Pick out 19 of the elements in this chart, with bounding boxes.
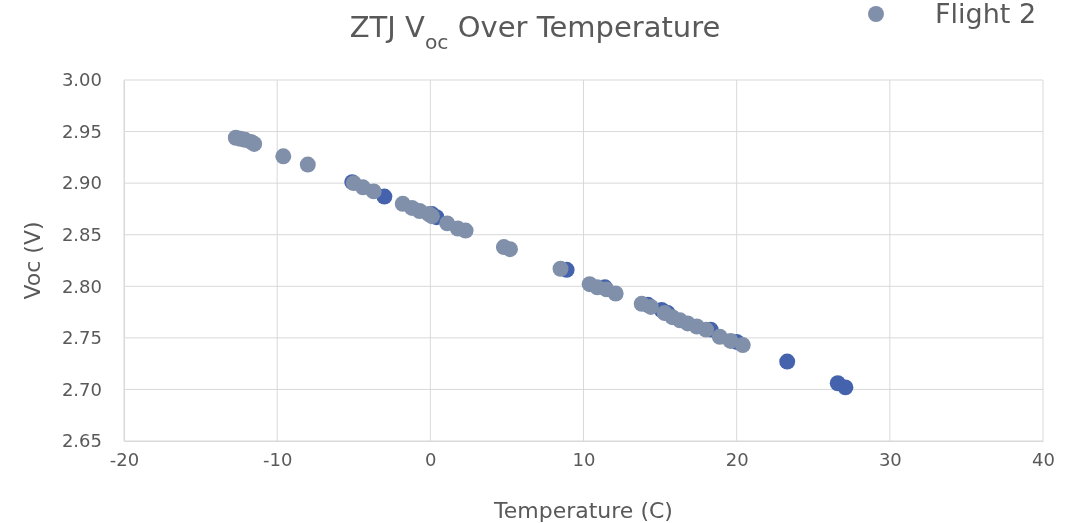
y-tick-label: 2.80 <box>61 275 102 297</box>
x-tick-label: -20 <box>109 448 140 470</box>
chart-title: ZTJ V$_{oc}$ Over Temperature <box>349 10 721 54</box>
x-tick-label: 10 <box>572 448 596 470</box>
x-axis-title: Temperature (C) <box>493 498 673 523</box>
y-tick-label: 2.95 <box>61 120 102 142</box>
x-tick-label: 40 <box>1032 448 1055 470</box>
y-tick-label: 3.00 <box>61 69 102 91</box>
legend-label: Flight 2 <box>935 0 1037 29</box>
x-tick-label: 0 <box>425 448 437 470</box>
y-tick-label: 2.85 <box>61 223 102 245</box>
y-tick-label: 2.70 <box>61 378 102 400</box>
y-tick-label: 2.65 <box>61 430 102 452</box>
y-tick-label: 2.75 <box>61 327 102 349</box>
y-tick-label: 2.90 <box>61 172 102 194</box>
y-axis-title: Voc (V) <box>20 221 45 300</box>
x-tick-label: 30 <box>878 448 902 470</box>
x-tick-label: -10 <box>262 448 293 470</box>
x-tick-label: 20 <box>725 448 749 470</box>
